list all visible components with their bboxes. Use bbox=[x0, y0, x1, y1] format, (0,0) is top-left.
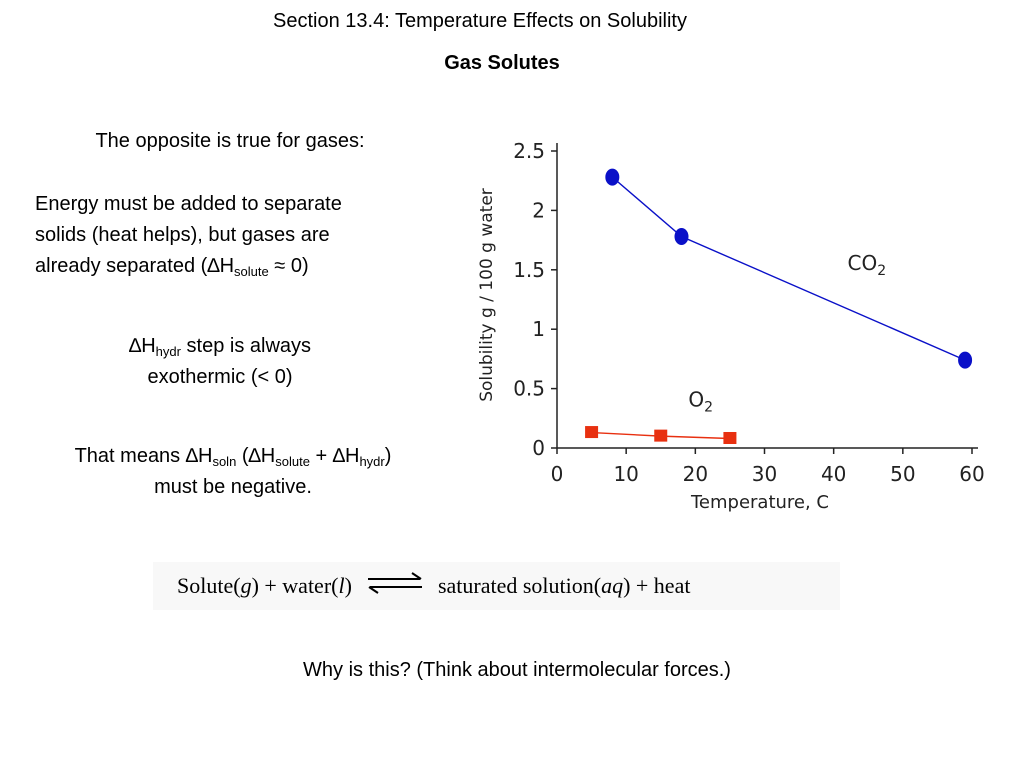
y-axis-label: Solubility g / 100 g water bbox=[477, 188, 497, 402]
x-tick-label: 30 bbox=[752, 462, 777, 486]
y-tick-label: 2.5 bbox=[513, 139, 545, 163]
slide-subtitle: Gas Solutes bbox=[444, 52, 560, 74]
conclusion-line-1: That means ∆Hsoln (∆Hsolute + ∆Hhydr) bbox=[74, 445, 392, 469]
conclusion-paragraph: That means ∆Hsoln (∆Hsolute + ∆Hhydr) mu… bbox=[18, 441, 448, 503]
data-point bbox=[585, 426, 599, 439]
series-o2 bbox=[585, 426, 737, 444]
chart-series: CO2 O2 bbox=[585, 168, 973, 444]
energy-line-1: Energy must be added to separate bbox=[35, 193, 342, 215]
x-tick-label: 50 bbox=[890, 462, 915, 486]
question-text: Why is this? (Think about intermolecular… bbox=[303, 659, 731, 681]
x-tick-label: 10 bbox=[613, 462, 638, 486]
series-label: CO2 bbox=[848, 251, 887, 279]
series-co2 bbox=[605, 168, 973, 369]
data-point bbox=[605, 168, 620, 186]
equation-left: Solute(g) + water(l) bbox=[177, 573, 352, 598]
hydration-line-1: ∆Hhydr step is always bbox=[128, 335, 312, 359]
y-tick-label: 2 bbox=[532, 198, 545, 222]
energy-line-2: solids (heat helps), but gases are bbox=[35, 224, 330, 246]
series-line bbox=[611, 176, 966, 361]
series-label: O2 bbox=[688, 387, 713, 415]
conclusion-line-2: must be negative. bbox=[154, 476, 312, 498]
slide-title: Section 13.4: Temperature Effects on Sol… bbox=[273, 10, 687, 32]
x-tick-label: 60 bbox=[959, 462, 984, 486]
equilibrium-arrows-icon bbox=[366, 572, 424, 600]
energy-line-3: already separated (∆Hsolute ≈ 0) bbox=[35, 255, 309, 279]
x-tick-label: 0 bbox=[551, 462, 564, 486]
solubility-chart: 0 0.5 1 1.5 2 2.5 0 10 20 30 40 50 60 CO2 O2 Solubili… bbox=[477, 139, 985, 513]
energy-paragraph: Energy must be added to separate solids … bbox=[35, 189, 435, 282]
y-tick-label: 0.5 bbox=[513, 377, 545, 401]
dissolution-equation: Solute(g) + water(l) saturated solution(… bbox=[153, 562, 840, 610]
hydration-line-2: exothermic (< 0) bbox=[147, 366, 293, 388]
x-tick-label: 20 bbox=[683, 462, 708, 486]
data-point bbox=[958, 351, 973, 369]
data-point bbox=[674, 228, 689, 246]
chart-axes: 0 0.5 1 1.5 2 2.5 0 10 20 30 40 50 60 bbox=[513, 139, 985, 486]
x-tick-label: 40 bbox=[821, 462, 846, 486]
hydration-paragraph: ∆Hhydr step is always exothermic (< 0) bbox=[40, 331, 400, 393]
y-tick-label: 1.5 bbox=[513, 258, 545, 282]
x-axis-label: Temperature, C bbox=[690, 492, 829, 513]
equation-right: saturated solution(aq) + heat bbox=[437, 573, 691, 598]
data-point bbox=[654, 429, 668, 442]
data-point bbox=[723, 431, 737, 444]
intro-text: The opposite is true for gases: bbox=[95, 130, 365, 152]
y-tick-label: 0 bbox=[532, 436, 545, 460]
y-tick-label: 1 bbox=[532, 317, 545, 341]
